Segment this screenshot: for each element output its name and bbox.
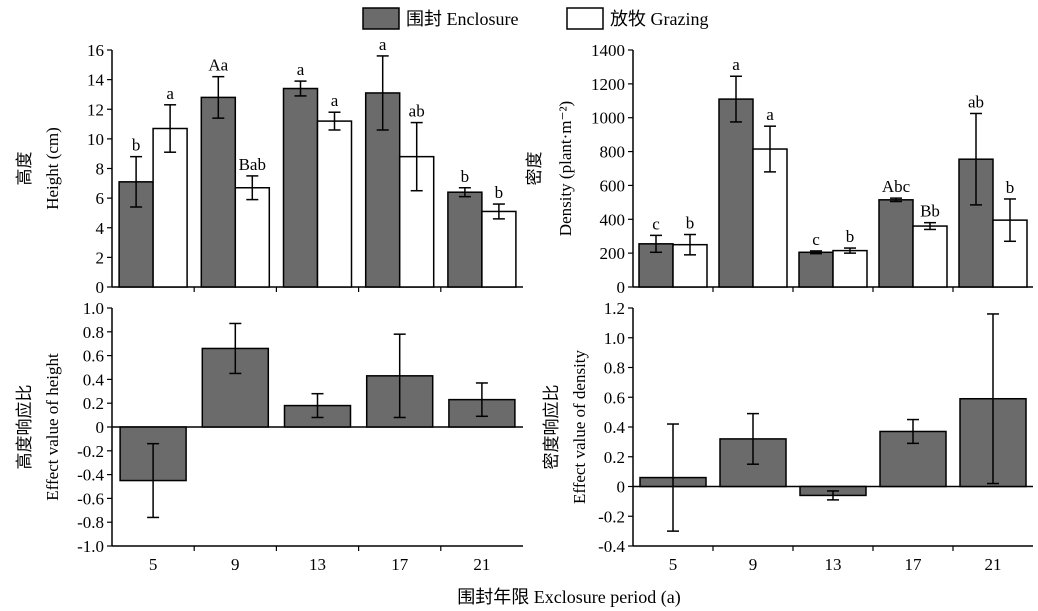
y-tick-label: 1000 [591, 109, 625, 128]
significance-label: b [846, 227, 855, 246]
y-tick-label: 1400 [591, 41, 625, 60]
significance-label: a [379, 35, 387, 54]
significance-label: Abc [882, 177, 911, 196]
y-tick-label: -0.8 [77, 513, 104, 532]
y-tick-label: 1.2 [604, 299, 625, 318]
x-tick-label: 5 [149, 555, 158, 574]
y-tick-label: -0.4 [598, 537, 625, 556]
significance-label: a [766, 105, 774, 124]
x-tick-label: 21 [985, 555, 1002, 574]
x-tick-label: 5 [669, 555, 678, 574]
significance-label: Bb [920, 202, 940, 221]
y-tick-label: 0 [617, 478, 626, 497]
panel-density-effect: -0.4 -0.2 0 0.2 0.4 0.6 0.8 1.0 1.2 5 9 13 17 21 密度响应比… [542, 299, 1033, 574]
y-tick-label: 12 [87, 100, 104, 119]
panel-height-effect: -1.0 -0.8 -0.6 -0.4 -0.2 0 0.2 0.4 0.6 0.8 1.0 5 9 13… [15, 299, 523, 574]
bar-grazing [832, 249, 868, 288]
bar-enclosure [718, 98, 754, 288]
x-tick-label: 17 [905, 555, 923, 574]
panel-density: 0 200 400 600 800 1000 1200 1400 密度 Density (plan… [525, 41, 1033, 297]
bar-grazing [316, 120, 353, 288]
y-tick-label: 400 [600, 210, 626, 229]
y-axis-title-cn: 高度响应比 [15, 385, 34, 470]
legend-grazing-swatch [566, 7, 604, 30]
significance-label: c [812, 230, 820, 249]
y-axis-title-cn: 密度 [525, 152, 544, 186]
significance-label: a [166, 84, 174, 103]
significance-label: Aa [208, 56, 228, 75]
y-tick-label: 0.2 [604, 448, 625, 467]
y-tick-label: -0.6 [77, 489, 104, 508]
y-tick-label: 0.6 [83, 347, 104, 366]
y-tick-label: 1.0 [83, 299, 104, 318]
significance-label: ab [968, 92, 984, 111]
y-axis-title-en: Height (cm) [43, 127, 62, 210]
y-tick-label: -1.0 [77, 537, 104, 556]
y-tick-label: 4 [96, 219, 105, 238]
significance-label: a [297, 60, 305, 79]
x-axis-title: 围封年限 Exclosure period (a) [457, 587, 680, 608]
bar-enclosure [447, 191, 483, 288]
y-tick-label: 10 [87, 130, 104, 149]
y-axis-title-cn: 密度响应比 [542, 385, 561, 470]
x-tick-label: 9 [749, 555, 758, 574]
y-tick-label: 1200 [591, 75, 625, 94]
x-tick-label: 13 [825, 555, 842, 574]
y-tick-label: -0.2 [77, 442, 104, 461]
x-tick-label: 9 [231, 555, 240, 574]
y-axis-title-en: Effect value of density [570, 349, 589, 504]
legend-enclosure-label: 围封 Enclosure [406, 9, 518, 29]
x-tick-label: 17 [391, 555, 409, 574]
legend-enclosure-swatch [362, 7, 400, 30]
y-tick-label: 1.0 [604, 329, 625, 348]
bar-grazing [234, 187, 271, 288]
y-tick-label: 0.6 [604, 388, 625, 407]
significance-label: b [1006, 178, 1015, 197]
y-tick-label: 14 [87, 71, 105, 90]
legend: 围封 Enclosure 放牧 Grazing [362, 7, 708, 30]
significance-label: c [652, 214, 660, 233]
bar-enclosure [282, 87, 319, 288]
y-tick-label: 6 [96, 189, 105, 208]
bar-enclosure [798, 251, 834, 288]
y-tick-label: 200 [600, 244, 626, 263]
significance-label: b [495, 183, 504, 202]
bar-enclosure [200, 96, 237, 288]
y-axis-title-cn: 高度 [15, 152, 34, 186]
significance-label: b [686, 214, 695, 233]
y-tick-label: 600 [600, 176, 626, 195]
significance-label: Bab [239, 155, 266, 174]
significance-label: ab [409, 102, 425, 121]
y-tick-label: 0 [617, 278, 626, 297]
significance-label: b [461, 167, 470, 186]
y-tick-label: 16 [87, 41, 104, 60]
x-tick-label: 21 [473, 555, 490, 574]
y-tick-label: -0.2 [598, 507, 625, 526]
bar-grazing [398, 155, 435, 288]
y-axis-title-en: Effect value of height [43, 353, 62, 501]
bar-grazing [912, 225, 948, 288]
y-tick-label: 0 [96, 278, 105, 297]
significance-label: a [331, 91, 339, 110]
y-tick-label: 8 [96, 160, 105, 179]
x-tick-label: 13 [309, 555, 326, 574]
y-axis-title-en: Density (plant·m⁻²) [556, 101, 575, 236]
bar-grazing [481, 210, 517, 288]
y-tick-label: 0.8 [83, 323, 104, 342]
y-tick-label: 2 [96, 248, 105, 267]
bar-enclosure [878, 199, 914, 288]
y-tick-label: 800 [600, 143, 626, 162]
y-tick-label: 0.8 [604, 359, 625, 378]
y-tick-label: 0.2 [83, 394, 104, 413]
y-tick-label: 0 [96, 418, 105, 437]
y-tick-label: 0.4 [604, 418, 626, 437]
y-tick-label: 0.4 [83, 370, 105, 389]
y-tick-label: -0.4 [77, 466, 104, 485]
significance-label: a [732, 55, 740, 74]
significance-label: b [132, 136, 141, 155]
legend-grazing-label: 放牧 Grazing [610, 9, 708, 29]
bar-grazing [152, 127, 188, 288]
